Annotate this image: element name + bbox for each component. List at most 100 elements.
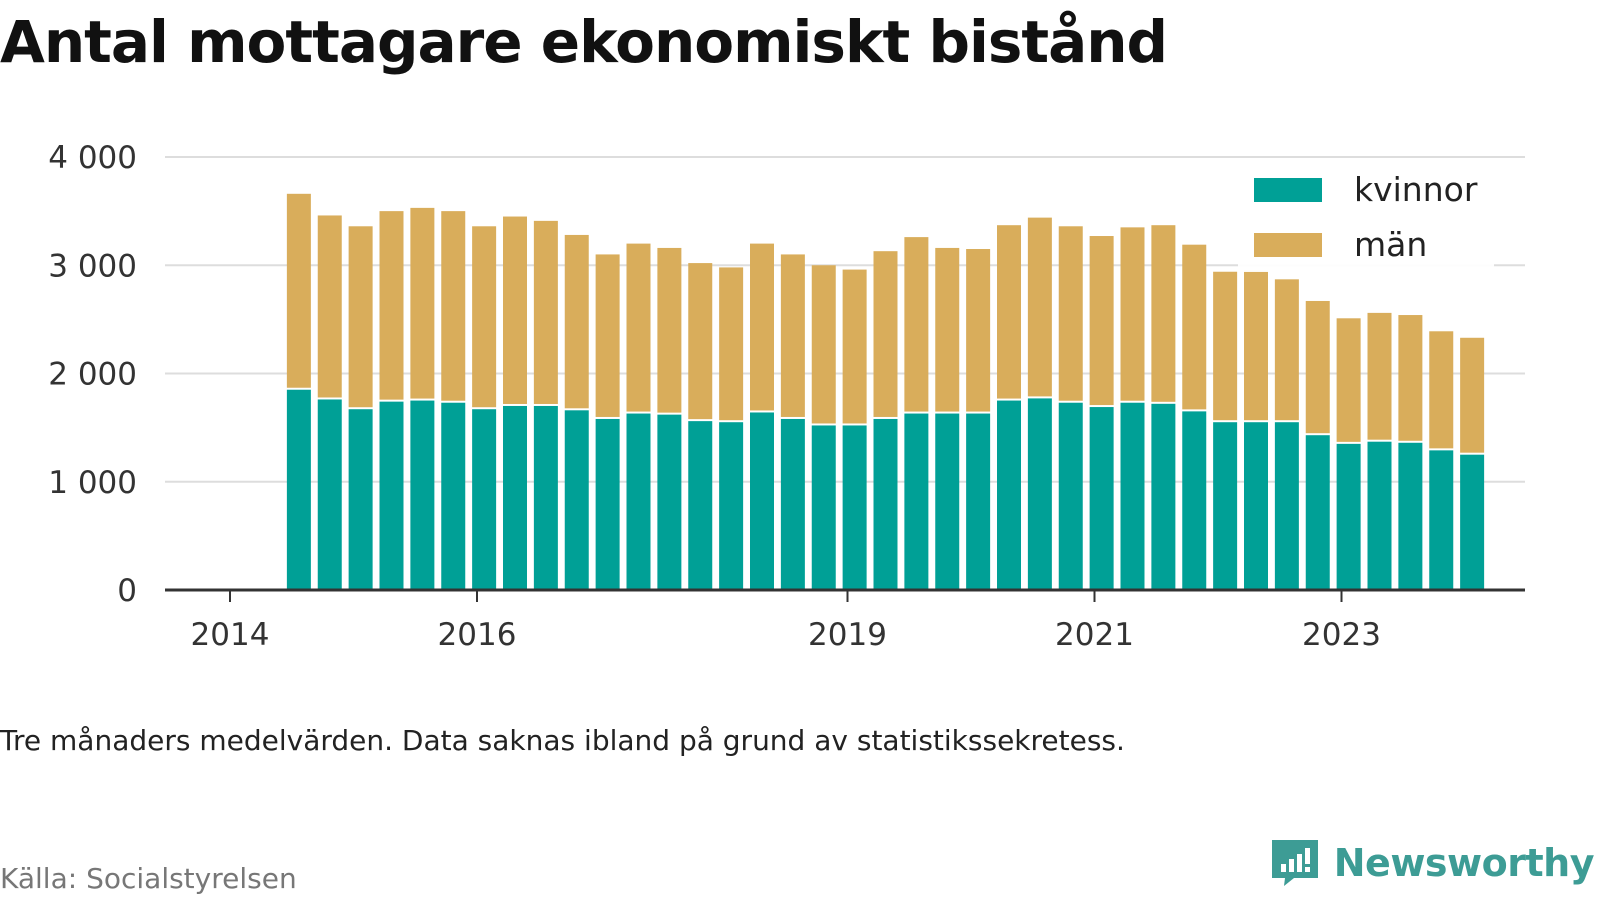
y-tick-label: 4 000 [48, 140, 137, 176]
bar-kvinnor [966, 413, 991, 590]
legend-label-man: män [1354, 225, 1427, 264]
bar-man [379, 211, 404, 400]
legend-label-kvinnor: kvinnor [1354, 170, 1478, 209]
bar-man [1336, 318, 1361, 442]
bar-man [873, 251, 898, 417]
bar-man [1460, 337, 1485, 453]
bar-man [1182, 244, 1207, 410]
bar-kvinnor [379, 401, 404, 590]
bar-man [1305, 300, 1330, 434]
bar-kvinnor [286, 389, 311, 590]
bar-man [1151, 225, 1176, 402]
bar-kvinnor [503, 405, 527, 590]
bar-kvinnor [1336, 443, 1361, 590]
bar-man [997, 225, 1021, 399]
newsworthy-logo: Newsworthy [1270, 838, 1595, 888]
y-tick-label: 0 [117, 573, 137, 609]
bar-kvinnor [441, 402, 466, 590]
bar-man [842, 269, 867, 424]
bar-kvinnor [348, 409, 373, 590]
x-tick-label: 2014 [191, 617, 270, 653]
x-tick-label: 2016 [438, 617, 517, 653]
bar-man [719, 267, 744, 421]
bar-kvinnor [1244, 422, 1268, 590]
bar-man [966, 249, 991, 412]
bar-kvinnor [410, 400, 435, 590]
bar-man [533, 220, 558, 404]
bar-man [904, 237, 929, 412]
bar-man [1027, 217, 1052, 397]
bar-kvinnor [1305, 435, 1330, 590]
bar-man [441, 211, 466, 401]
bar-kvinnor [1398, 442, 1423, 590]
bar-man [657, 247, 682, 413]
bar-kvinnor [317, 399, 342, 590]
bar-kvinnor [1460, 454, 1485, 590]
bar-kvinnor [873, 418, 898, 590]
x-tick-label: 2023 [1302, 617, 1381, 653]
bar-man [626, 243, 651, 412]
bar-kvinnor [1182, 411, 1207, 590]
bar-kvinnor [1027, 398, 1052, 590]
bar-man [1213, 271, 1238, 421]
x-tick-label: 2021 [1055, 617, 1134, 653]
bar-man [286, 193, 311, 388]
bar-man [503, 216, 527, 404]
bar-kvinnor [1151, 403, 1176, 590]
bar-man [1398, 315, 1423, 441]
x-axis-ticks: 2014 2016 2019 2021 2023 [191, 590, 1381, 653]
bar-kvinnor [811, 425, 836, 590]
source-credit: Källa: Socialstyrelsen [0, 862, 297, 895]
bar-kvinnor [1367, 441, 1392, 590]
bar-man [348, 226, 373, 408]
bar-man [1274, 279, 1299, 421]
bar-man [564, 234, 589, 409]
newsworthy-logo-icon [1271, 840, 1318, 886]
bar-man [780, 254, 805, 417]
bar-man [595, 254, 620, 417]
bar-kvinnor [688, 421, 713, 590]
bar-kvinnor [750, 412, 774, 590]
bar-kvinnor [719, 422, 744, 590]
bar-kvinnor [1120, 402, 1145, 590]
bar-man [935, 247, 960, 412]
bar-kvinnor [533, 405, 558, 590]
x-tick-label: 2019 [808, 617, 887, 653]
bar-man [1089, 236, 1114, 406]
bar-kvinnor [595, 418, 620, 590]
legend-swatch-man [1254, 233, 1322, 257]
y-axis-ticks: 0 1 000 2 000 3 000 4 000 [48, 140, 137, 609]
bar-kvinnor [564, 410, 589, 590]
bar-kvinnor [997, 400, 1021, 590]
bar-kvinnor [657, 414, 682, 590]
bar-kvinnor [472, 409, 497, 590]
bar-kvinnor [1274, 422, 1299, 590]
bar-kvinnor [1089, 407, 1114, 590]
legend: kvinnor män [1238, 160, 1494, 272]
chart-note: Tre månaders medelvärden. Data saknas ib… [0, 724, 1125, 757]
bar-man [1367, 312, 1392, 440]
bar-man [1429, 331, 1454, 449]
bar-kvinnor [780, 418, 805, 590]
y-tick-label: 3 000 [48, 248, 137, 284]
bar-kvinnor [1429, 450, 1454, 590]
bar-man [317, 215, 342, 398]
bar-man [1058, 226, 1083, 401]
bar-man [1120, 227, 1145, 401]
bar-kvinnor [1213, 422, 1238, 590]
bar-kvinnor [626, 413, 651, 590]
bar-man [410, 207, 435, 399]
bar-man [1244, 270, 1268, 421]
bar-man [750, 243, 774, 411]
bar-kvinnor [1058, 402, 1083, 590]
bar-kvinnor [904, 413, 929, 590]
legend-swatch-kvinnor [1254, 178, 1322, 202]
brand-name: Newsworthy [1333, 841, 1595, 885]
y-tick-label: 2 000 [48, 357, 137, 393]
bar-man [472, 226, 497, 408]
bar-man [688, 263, 713, 420]
bar-man [811, 265, 836, 424]
bars [286, 193, 1485, 590]
bar-kvinnor [935, 413, 960, 590]
